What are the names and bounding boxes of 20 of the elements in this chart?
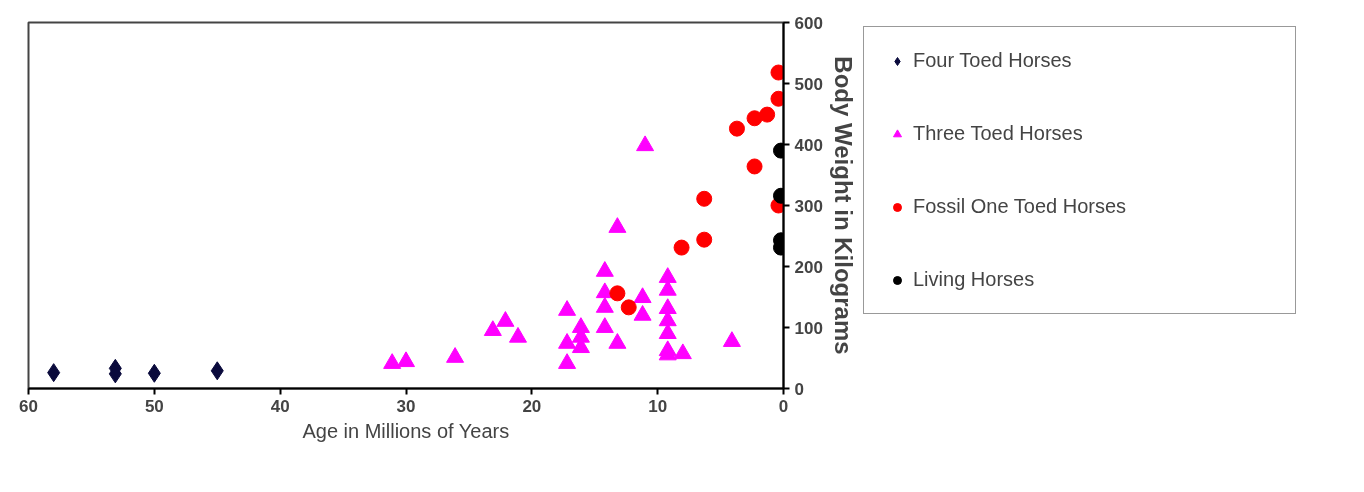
y-axis-title: Body Weight in Kilograms xyxy=(829,56,857,355)
y-tick-label: 0 xyxy=(794,379,804,399)
y-tick-label: 100 xyxy=(794,318,823,338)
legend-label: Living Horses xyxy=(913,268,1036,291)
x-tick-label: 0 xyxy=(778,396,789,416)
x-tick-label: 30 xyxy=(396,396,416,416)
y-tick-label: 200 xyxy=(794,257,823,277)
legend-label: Four Toed Horses xyxy=(913,49,1073,72)
y-tick-label: 300 xyxy=(794,196,823,216)
legend-label: Fossil One Toed Horses xyxy=(913,195,1128,218)
x-tick-label: 50 xyxy=(144,396,164,416)
x-tick-label: 10 xyxy=(648,396,668,416)
x-tick-label: 40 xyxy=(270,396,290,416)
x-axis-title: Age in Millions of Years xyxy=(302,419,510,442)
y-tick-label: 600 xyxy=(794,13,823,33)
legend-label: Three Toed Horses xyxy=(913,122,1084,145)
y-tick-label: 500 xyxy=(794,74,823,94)
y-tick-label: 400 xyxy=(794,135,823,155)
x-tick-label: 20 xyxy=(522,396,542,416)
x-tick-label: 60 xyxy=(19,396,38,416)
